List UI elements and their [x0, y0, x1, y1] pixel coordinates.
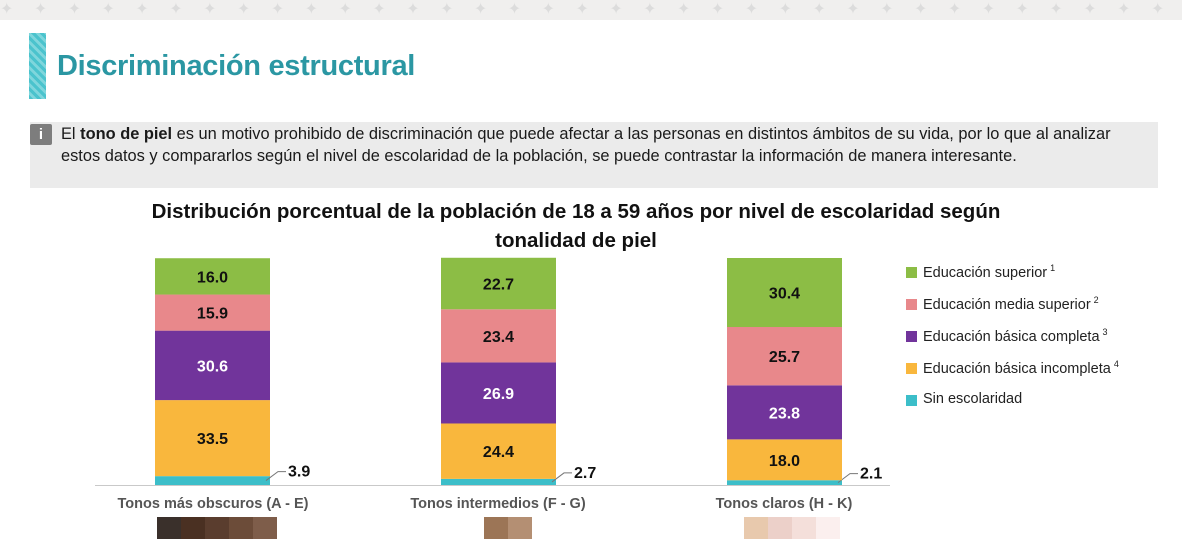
legend-item: Educación básica completa 3	[906, 326, 1176, 358]
legend-label: Educación básica completa 3	[923, 327, 1108, 345]
legend-footnote: 2	[1093, 295, 1099, 305]
bar-segment	[727, 480, 842, 485]
skin-tone-swatch-row	[157, 517, 277, 539]
bar-segment	[155, 258, 270, 295]
chart-legend: Educación superior 1 Educación media super…	[906, 262, 1176, 422]
data-label-leader	[551, 472, 572, 483]
data-label-leader	[265, 471, 286, 481]
chart-title: Distribución porcentual de la población …	[151, 200, 1001, 252]
legend-swatch	[906, 299, 917, 310]
bar-segment	[441, 478, 556, 485]
title-accent-bar	[29, 33, 46, 99]
legend-item: Educación básica incompleta 4	[906, 358, 1176, 390]
category-label: Tonos intermedios (F - G)	[410, 496, 586, 512]
skin-tone-swatch	[181, 517, 205, 539]
skin-tone-swatch	[253, 517, 277, 539]
data-label: 22.7	[483, 277, 514, 294]
skin-tone-swatch	[744, 517, 768, 539]
skin-tone-swatch	[205, 517, 229, 539]
skin-tone-swatch	[484, 517, 508, 539]
skin-tone-swatch	[816, 517, 840, 539]
stacked-bar-chart: 3.9 33.5 30.6 15.9 16.0 2.7 24.4 26.9 23.4 22.7 2.…	[95, 257, 890, 486]
info-icon: i	[30, 124, 52, 145]
data-label: 33.5	[197, 431, 228, 448]
skin-tone-swatch	[508, 517, 532, 539]
data-label: 15.9	[197, 306, 228, 323]
category-label: Tonos más obscuros (A - E)	[117, 496, 309, 512]
legend-item: Educación media superior 2	[906, 294, 1176, 326]
page-title: Discriminación estructural	[57, 50, 416, 82]
info-box: i El tono de piel es un motivo prohibido…	[30, 122, 1158, 188]
bar-segment	[155, 330, 270, 401]
skin-tone-swatch-row	[484, 517, 532, 539]
legend-swatch	[906, 331, 917, 342]
data-label: 24.4	[483, 444, 514, 461]
skin-tone-swatch	[768, 517, 792, 539]
data-label: 3.9	[288, 464, 310, 481]
legend-item: Sin escolaridad	[906, 390, 1176, 422]
bar-segment	[441, 362, 556, 424]
bar-segment	[155, 294, 270, 331]
bar-segment	[441, 309, 556, 363]
skin-tone-swatch-row	[744, 517, 840, 539]
data-label: 2.7	[574, 465, 596, 482]
data-label: 16.0	[197, 269, 228, 286]
info-text: El tono de piel es un motivo prohibido d…	[61, 125, 1111, 165]
header-decorative-pattern: ✦ ✦ ✦ ✦ ✦ ✦ ✦ ✦ ✦ ✦ ✦ ✦ ✦ ✦ ✦ ✦ ✦ ✦ ✦ ✦ …	[0, 0, 1182, 20]
legend-label: Educación media superior 2	[923, 295, 1099, 313]
legend-item: Educación superior 1	[906, 262, 1176, 294]
data-label: 30.6	[197, 358, 228, 375]
data-label: 23.8	[769, 405, 800, 422]
legend-swatch	[906, 395, 917, 406]
data-label: 26.9	[483, 386, 514, 403]
legend-footnote: 1	[1050, 263, 1056, 273]
legend-label: Educación básica incompleta 4	[923, 359, 1119, 377]
data-label: 25.7	[769, 349, 800, 366]
legend-footnote: 3	[1102, 327, 1108, 337]
data-label: 23.4	[483, 329, 514, 346]
bar-segment	[441, 257, 556, 310]
legend-swatch	[906, 267, 917, 278]
legend-label: Educación superior 1	[923, 263, 1056, 281]
category-label: Tonos claros (H - K)	[715, 496, 853, 512]
data-label: 18.0	[769, 453, 800, 470]
skin-tone-swatch	[792, 517, 816, 539]
bar-segment	[155, 476, 270, 485]
bar-segment	[727, 327, 842, 386]
skin-tone-swatch	[157, 517, 181, 539]
bar-segment	[727, 439, 842, 481]
data-label: 30.4	[769, 286, 800, 303]
skin-tone-swatch	[229, 517, 253, 539]
legend-label: Sin escolaridad	[923, 391, 1023, 407]
bar-segment	[441, 423, 556, 479]
legend-footnote: 4	[1113, 359, 1119, 369]
bar-segment	[155, 400, 270, 477]
bar-segment	[727, 258, 842, 328]
legend-swatch	[906, 363, 917, 374]
bar-segment	[727, 385, 842, 440]
data-label: 2.1	[860, 466, 882, 483]
